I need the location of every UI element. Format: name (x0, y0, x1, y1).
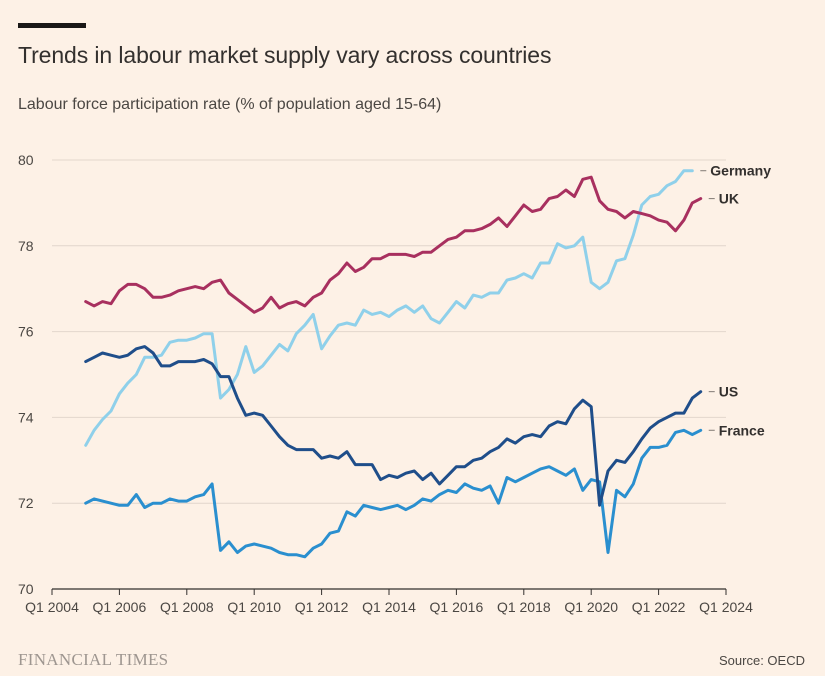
x-tick-label-2004: Q1 2004 (25, 599, 79, 615)
x-tick-label-2022: Q1 2022 (632, 599, 686, 615)
x-tick-label-2016: Q1 2016 (430, 599, 484, 615)
y-tick-label-80: 80 (18, 152, 34, 168)
x-tick-label-2010: Q1 2010 (227, 599, 281, 615)
brand-bar (18, 23, 86, 28)
y-tick-label-74: 74 (18, 409, 34, 425)
y-tick-label-76: 76 (18, 324, 34, 340)
ft-logo-text: FINANCIAL TIMES (18, 650, 169, 669)
series-line-germany (84, 169, 694, 447)
chart-subtitle: Labour force participation rate (% of po… (18, 96, 442, 113)
y-tick-label-72: 72 (18, 495, 34, 511)
series-label-us: US (719, 384, 738, 400)
series-label-uk: UK (719, 191, 739, 207)
series-line-us (84, 345, 703, 507)
x-tick-label-2018: Q1 2018 (497, 599, 551, 615)
x-tick-label-2014: Q1 2014 (362, 599, 416, 615)
x-tick-label-2008: Q1 2008 (160, 599, 214, 615)
y-tick-label-70: 70 (18, 581, 34, 597)
chart-title: Trends in labour market supply vary acro… (18, 42, 552, 68)
x-tick-label-2012: Q1 2012 (295, 599, 349, 615)
y-tick-label-78: 78 (18, 238, 34, 254)
source-note: Source: OECD (719, 653, 805, 668)
x-tick-label-2020: Q1 2020 (564, 599, 618, 615)
series-label-germany: Germany (710, 163, 771, 179)
series-line-france (84, 428, 703, 559)
x-tick-label-2024: Q1 2024 (699, 599, 753, 615)
series-label-france: France (719, 422, 765, 438)
x-tick-label-2006: Q1 2006 (93, 599, 147, 615)
series-line-uk (84, 175, 703, 314)
